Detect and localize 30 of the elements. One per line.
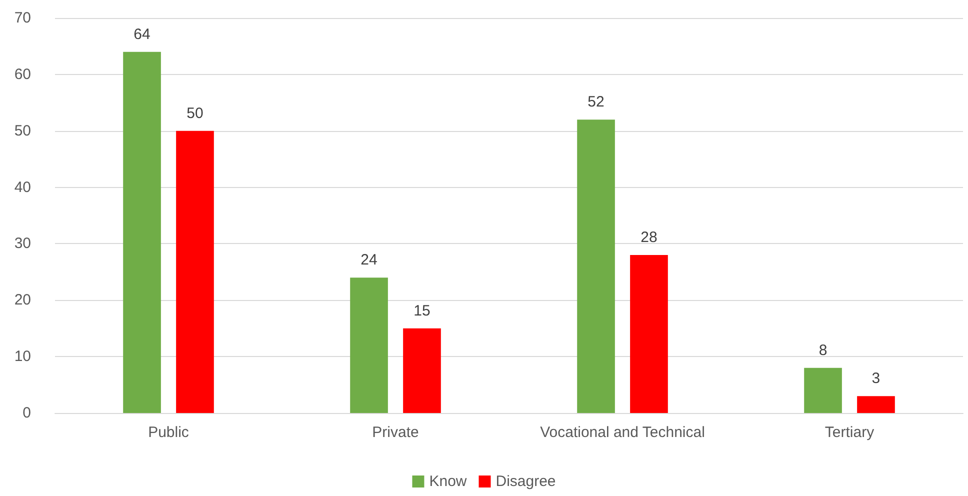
bar [403, 328, 441, 413]
bar [630, 255, 668, 413]
y-tick-label: 20 [14, 292, 31, 309]
y-tick-label: 0 [22, 404, 31, 422]
y-tick-label: 30 [14, 235, 31, 252]
legend-label: Disagree [496, 473, 556, 490]
data-label: 28 [640, 229, 658, 246]
data-label: 15 [414, 302, 430, 320]
data-label: 3 [872, 370, 880, 388]
data-label: 52 [588, 94, 604, 111]
data-label: 50 [186, 104, 204, 122]
x-tick-label: Tertiary [824, 424, 875, 441]
x-tick-label: Private [372, 424, 419, 441]
y-tick-label: 40 [14, 178, 31, 196]
bar [123, 52, 161, 413]
y-tick-label: 70 [14, 10, 31, 26]
y-tick-label: 50 [14, 122, 31, 140]
data-label: 8 [818, 342, 828, 359]
bar [857, 396, 895, 413]
bar [804, 368, 842, 413]
x-tick-label: Vocational and Technical [540, 424, 705, 441]
y-tick-label: 10 [14, 348, 31, 366]
data-label: 24 [360, 252, 378, 269]
data-label: 64 [134, 26, 150, 43]
bar [176, 130, 214, 413]
bar [350, 278, 388, 413]
legend-label: Know [429, 473, 467, 490]
y-tick-label: 60 [14, 66, 31, 83]
bar [577, 120, 615, 413]
x-tick-label: Public [148, 424, 190, 441]
